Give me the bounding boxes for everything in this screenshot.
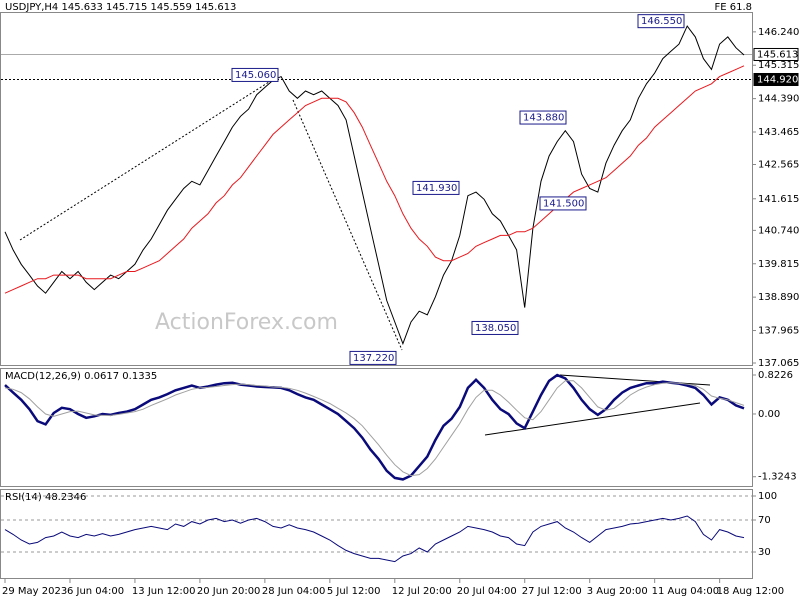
y-tick-label: 139.815	[758, 259, 799, 270]
trendline	[292, 99, 403, 351]
y-tick-label: 142.565	[758, 159, 799, 170]
annotation-box	[231, 67, 279, 82]
x-tick-label: 29 May 2023	[2, 586, 67, 597]
rsi-title: RSI(14) 48.2346	[5, 492, 86, 503]
chart-title: USDJPY,H4 145.633 145.715 145.559 145.61…	[5, 2, 236, 13]
rsi-panel	[0, 489, 753, 579]
x-tick-label: 27 Jul 12:00	[522, 586, 582, 597]
y-tick-label: 146.240	[758, 27, 799, 38]
annotation: 141.500	[543, 198, 584, 209]
macd-title: MACD(12,26,9) 0.0617 0.1335	[5, 371, 157, 382]
x-tick-label: 20 Jul 04:00	[457, 586, 517, 597]
y-tick-label: 137.065	[758, 358, 799, 369]
annotation-box	[412, 180, 460, 195]
macd-panel	[0, 368, 753, 487]
y-tick-label: 141.615	[758, 194, 799, 205]
y-tick-label: 0.00	[758, 409, 780, 420]
x-tick-label: 5 Jul 12:00	[327, 586, 381, 597]
y-tick-label: 137.965	[758, 326, 799, 337]
watermark: ActionForex.com	[155, 310, 338, 335]
y-tick-label: 70	[758, 515, 771, 526]
price-marker-label: 144.920	[757, 74, 798, 85]
annotation-box	[519, 110, 567, 125]
series-line	[4, 380, 745, 477]
y-tick-label: 140.740	[758, 225, 799, 236]
x-tick-label: 3 Aug 20:00	[587, 586, 648, 597]
y-tick-label: 138.890	[758, 292, 799, 303]
y-tick-label: 145.315	[758, 60, 799, 71]
chart-subtitle: FE 61.8	[714, 2, 752, 13]
annotation: 138.050	[475, 323, 516, 334]
series-line	[4, 65, 745, 294]
x-tick-label: 11 Aug 04:00	[652, 586, 719, 597]
x-tick-label: 18 Aug 12:00	[717, 586, 784, 597]
annotation-box	[539, 196, 587, 211]
x-tick-label: 13 Jun 12:00	[132, 586, 196, 597]
annotation: 146.550	[641, 16, 682, 27]
annotation-box	[637, 14, 685, 29]
annotation: 145.060	[235, 70, 276, 81]
series-line	[4, 515, 745, 563]
y-tick-label: -1.3243	[758, 472, 797, 483]
trendline	[19, 74, 281, 241]
x-tick-label: 12 Jul 20:00	[392, 586, 452, 597]
series-line	[4, 25, 745, 346]
series-line	[4, 373, 745, 481]
y-tick-label: 144.390	[758, 94, 799, 105]
price-panel	[0, 12, 753, 366]
price-marker	[753, 47, 799, 61]
annotation-box	[349, 350, 397, 365]
price-marker-label: 145.613	[757, 49, 798, 60]
x-tick-label: 6 Jun 04:00	[67, 586, 124, 597]
annotation: 137.220	[353, 353, 394, 364]
annotation-box	[471, 320, 519, 335]
x-tick-label: 20 Jun 20:00	[197, 586, 261, 597]
annotation: 143.880	[523, 113, 564, 124]
plot-layer	[1, 25, 752, 563]
y-tick-label: 100	[758, 491, 777, 502]
x-tick-label: 28 Jun 04:00	[262, 586, 326, 597]
price-marker	[753, 72, 799, 86]
trendline	[484, 402, 701, 436]
annotation: 141.930	[416, 183, 457, 194]
y-tick-label: 0.8226	[758, 370, 793, 381]
y-tick-label: 143.465	[758, 127, 799, 138]
y-tick-label: 30	[758, 547, 771, 558]
trendline	[559, 374, 711, 386]
